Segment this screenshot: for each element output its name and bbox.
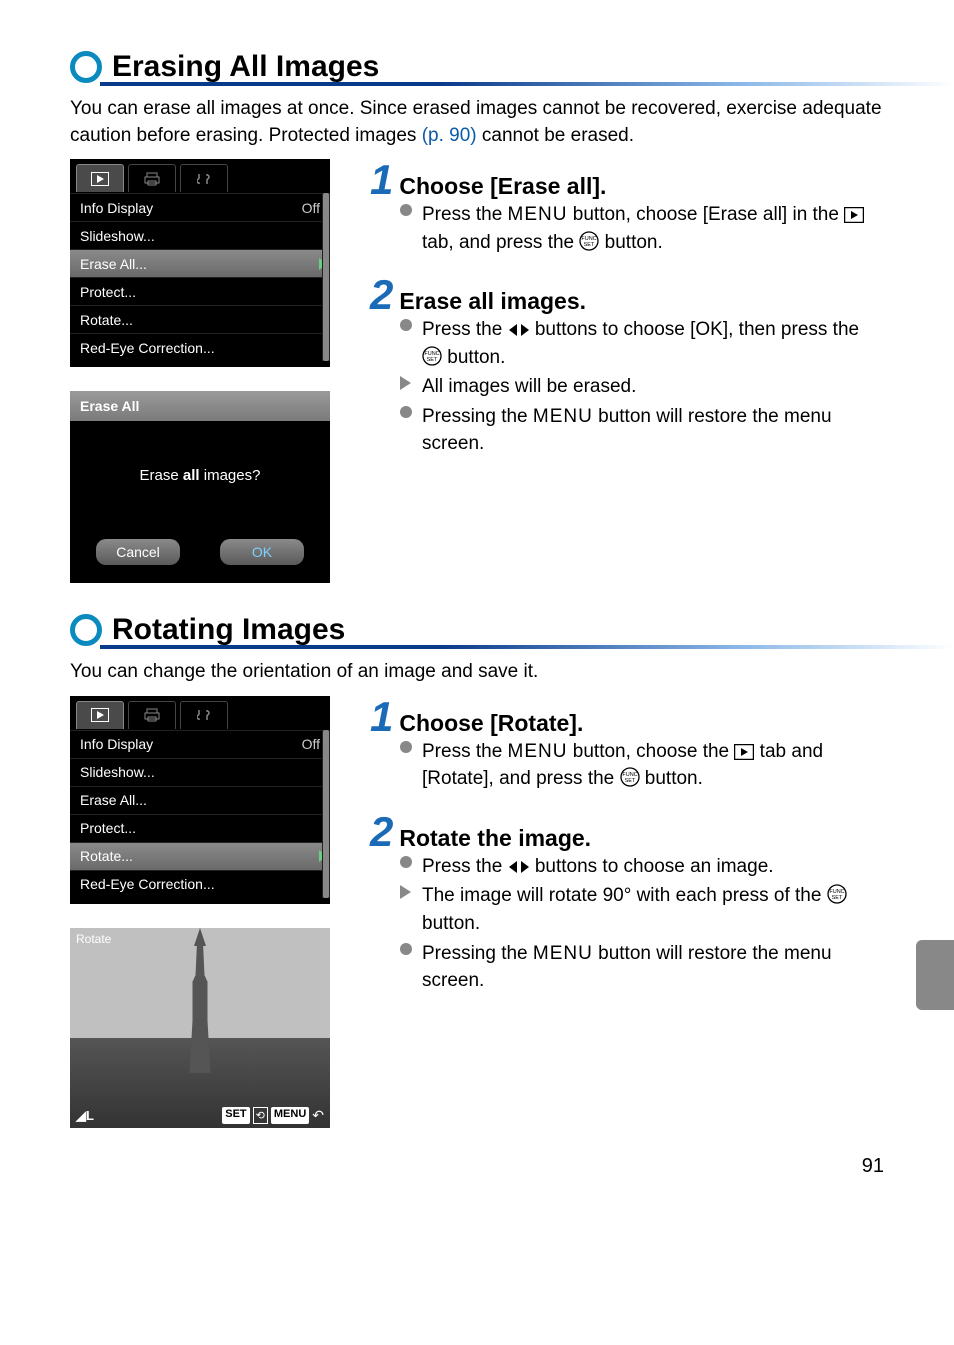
bullet-triangle-icon (400, 885, 411, 899)
menu-row[interactable]: Info DisplayOff (70, 730, 330, 758)
intro-text-2: cannot be erased. (477, 125, 634, 146)
dialog-title: Erase All (70, 391, 330, 421)
scrollbar (322, 730, 330, 898)
lcd-tab-play (76, 164, 124, 192)
step-item: Pressing the MENU button will restore th… (400, 403, 884, 458)
lcd-menu-rotate: Info DisplayOffSlideshow...Erase All...P… (70, 696, 330, 904)
section-title: Rotating Images (112, 613, 345, 647)
bullet-circle-icon (400, 856, 412, 868)
menu-text: MENU (533, 406, 593, 427)
rotate-preview: Rotate ◢L SET ⟲ MENU ↶ (70, 928, 330, 1128)
step-number: 1 (370, 696, 393, 738)
step-item: The image will rotate 90° with each pres… (400, 882, 884, 937)
intro-paragraph: You can erase all images at once. Since … (70, 96, 884, 149)
cancel-button[interactable]: Cancel (96, 539, 180, 565)
lcd-tab-tools (180, 701, 228, 729)
lcd-tab-tools (180, 164, 228, 192)
menu-text: MENU (533, 943, 593, 964)
menu-row[interactable]: Protect... (70, 814, 330, 842)
menu-tag: MENU (271, 1107, 309, 1124)
step-item: All images will be erased. (400, 373, 884, 401)
svg-text:SET: SET (624, 778, 635, 784)
menu-row[interactable]: Info DisplayOff (70, 193, 330, 221)
lcd-tab-print (128, 164, 176, 192)
bullet-circle-icon (400, 406, 412, 418)
intro-paragraph-2: You can change the orientation of an ima… (70, 659, 884, 686)
svg-text:SET: SET (831, 895, 842, 901)
menu-row[interactable]: Erase All... (70, 249, 330, 277)
menu-row[interactable]: Rotate... (70, 305, 330, 333)
step-item: Pressing the MENU button will restore th… (400, 940, 884, 995)
menu-text: MENU (508, 741, 568, 762)
step-title: Erase all images. (399, 288, 586, 315)
ok-button[interactable]: OK (220, 539, 304, 565)
undo-icon: ↶ (312, 1107, 324, 1124)
step-title: Rotate the image. (399, 825, 591, 852)
thumb-tab (916, 940, 954, 1010)
section-heading-erasing: Erasing All Images (70, 50, 884, 84)
page-ref-link[interactable]: (p. 90) (422, 125, 477, 146)
section-heading-rotating: Rotating Images (70, 613, 884, 647)
menu-row[interactable]: Rotate... (70, 842, 330, 870)
rotate-icon: ⟲ (253, 1107, 268, 1124)
menu-row[interactable]: Slideshow... (70, 221, 330, 249)
size-indicator: ◢L (76, 1108, 94, 1124)
bullet-icon (70, 51, 102, 83)
steps-rotate: 1Choose [Rotate].Press the MENU button, … (370, 696, 884, 1128)
menu-row[interactable]: Slideshow... (70, 758, 330, 786)
erase-all-dialog: Erase All Erase all images? Cancel OK (70, 391, 330, 583)
svg-text:SET: SET (584, 242, 595, 248)
step-title: Choose [Rotate]. (399, 710, 583, 737)
menu-row[interactable]: Red-Eye Correction... (70, 870, 330, 898)
bullet-circle-icon (400, 319, 412, 331)
lcd-tab-print (128, 701, 176, 729)
rotate-title: Rotate (76, 932, 111, 946)
bottom-tags: SET ⟲ MENU ↶ (222, 1107, 324, 1124)
scrollbar (322, 193, 330, 361)
step-item: Press the MENU button, choose the tab an… (400, 738, 884, 793)
step-title: Choose [Erase all]. (399, 173, 606, 200)
menu-text: MENU (508, 204, 568, 225)
dialog-message: Erase all images? (70, 421, 330, 529)
bullet-circle-icon (400, 741, 412, 753)
step-number: 2 (370, 811, 393, 853)
menu-row[interactable]: Protect... (70, 277, 330, 305)
step-item: Press the buttons to choose [OK], then p… (400, 316, 884, 371)
step-item: Press the buttons to choose an image. (400, 853, 884, 881)
section-title: Erasing All Images (112, 50, 379, 84)
lcd-menu-erase: Info DisplayOffSlideshow...Erase All...P… (70, 159, 330, 367)
step-item: Press the MENU button, choose [Erase all… (400, 201, 884, 256)
lcd-tab-play (76, 701, 124, 729)
step-number: 2 (370, 274, 393, 316)
steps-erase: 1Choose [Erase all].Press the MENU butto… (370, 159, 884, 583)
bullet-triangle-icon (400, 376, 411, 390)
bullet-icon (70, 614, 102, 646)
bullet-circle-icon (400, 204, 412, 216)
menu-row[interactable]: Erase All... (70, 786, 330, 814)
menu-row[interactable]: Red-Eye Correction... (70, 333, 330, 361)
bullet-circle-icon (400, 943, 412, 955)
page-number: 91 (862, 1155, 884, 1178)
svg-text:SET: SET (427, 357, 438, 363)
set-tag: SET (222, 1107, 249, 1124)
step-number: 1 (370, 159, 393, 201)
